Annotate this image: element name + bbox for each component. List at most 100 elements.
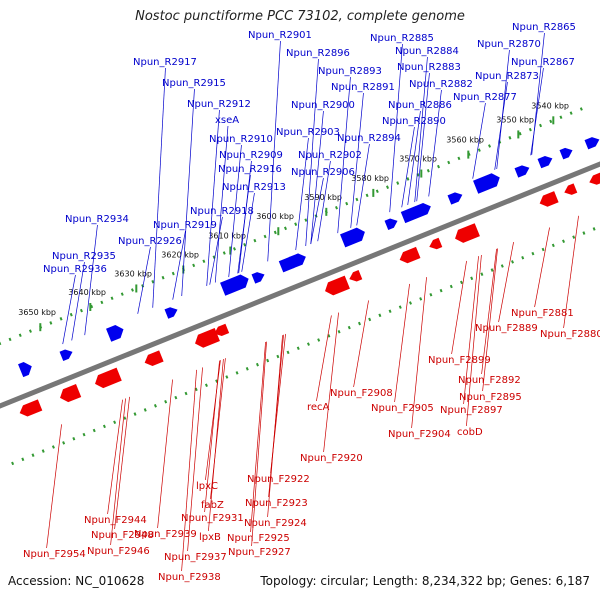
reverse-label-leader <box>208 358 224 532</box>
reverse-gene-label: Npun_F2897 <box>440 405 503 416</box>
forward-gene <box>514 165 530 178</box>
reverse-gene-label: Npun_F2908 <box>330 388 393 399</box>
reverse-gene-label: Npun_F2924 <box>244 518 307 529</box>
reverse-label-leader <box>250 341 266 533</box>
forward-gene-label: Npun_R2901 <box>248 30 312 41</box>
forward-gene <box>584 137 600 150</box>
forward-label-leader <box>152 67 166 308</box>
forward-label-leader <box>414 56 428 203</box>
reverse-label-leader <box>323 312 339 453</box>
ruler-tick-label: 3540 kbp <box>531 101 569 110</box>
reverse-gene-label: Npun_F2895 <box>459 392 522 403</box>
forward-gene-label: Npun_R2919 <box>153 220 217 231</box>
reverse-gene-label: Npun_F2889 <box>475 323 538 334</box>
ruler-tick-label: 3580 kbp <box>351 174 389 183</box>
forward-gene-label: Npun_R2910 <box>209 134 273 145</box>
forward-gene <box>447 192 463 205</box>
reverse-label-leader <box>411 277 427 429</box>
upper-ruler <box>0 104 589 346</box>
reverse-gene-label: Npun_F2920 <box>300 453 363 464</box>
forward-gene <box>106 324 124 342</box>
forward-gene <box>340 227 365 248</box>
forward-label-leader <box>84 224 98 336</box>
reverse-label-leader <box>353 300 369 388</box>
forward-gene-label: Npun_R2867 <box>511 57 575 68</box>
forward-gene <box>164 307 178 319</box>
reverse-gene-label: Npun_F2881 <box>511 308 574 319</box>
forward-gene-label: Npun_R2912 <box>187 99 251 110</box>
forward-label-leader <box>241 192 255 272</box>
reverse-gene-label: Npun_F2946 <box>87 546 150 557</box>
forward-gene-label: Npun_R2903 <box>276 127 340 138</box>
forward-gene <box>18 361 32 378</box>
forward-gene <box>288 253 306 269</box>
reverse-gene <box>144 350 164 367</box>
forward-gene <box>537 156 553 169</box>
forward-label-leader <box>295 137 309 251</box>
forward-gene-label: Npun_R2885 <box>370 33 434 44</box>
forward-label-leader <box>181 88 195 297</box>
forward-label-leader <box>389 43 403 213</box>
reverse-gene-label: Npun_F2939 <box>134 529 197 540</box>
reverse-label-leader <box>187 367 203 552</box>
forward-label-leader <box>310 110 324 245</box>
forward-gene-label: Npun_R2926 <box>118 236 182 247</box>
forward-label-leader <box>494 81 508 170</box>
forward-gene-label: Npun_R2884 <box>395 46 459 57</box>
ruler-tick-label: 3600 kbp <box>256 212 294 221</box>
forward-gene-label: Npun_R2934 <box>65 214 129 225</box>
forward-label-leader <box>214 125 229 283</box>
forward-gene-label: Npun_R2870 <box>477 39 541 50</box>
reverse-gene-label: recA <box>307 402 330 413</box>
reverse-gene <box>214 323 230 336</box>
forward-gene-label: Npun_R2918 <box>190 206 254 217</box>
forward-label-leader <box>305 58 319 247</box>
accession-text: Accession: NC_010628 <box>8 574 145 588</box>
reverse-gene-label: Npun_F2948 <box>91 530 154 541</box>
reverse-label-leader <box>204 360 220 513</box>
reverse-gene <box>539 191 559 207</box>
forward-gene-label: Npun_R2915 <box>162 78 226 89</box>
reverse-gene <box>455 223 480 243</box>
forward-gene-label: Npun_R2935 <box>52 251 116 262</box>
forward-label-leader <box>237 174 251 274</box>
genome-title: Nostoc punctiforme PCC 73102, complete g… <box>135 9 465 24</box>
reverse-label-leader <box>110 398 126 546</box>
reverse-gene <box>349 270 363 282</box>
forward-gene-label: Npun_R2909 <box>219 150 283 161</box>
forward-label-leader <box>310 177 324 245</box>
forward-label-leader <box>206 109 220 286</box>
reverse-label-leader <box>251 341 267 547</box>
forward-gene-label: Npun_R2865 <box>512 22 576 33</box>
forward-label-leader <box>137 246 151 314</box>
reverse-label-leader <box>466 254 482 427</box>
forward-label-leader <box>356 143 370 226</box>
forward-gene <box>559 147 573 160</box>
reverse-label-leader <box>46 424 62 549</box>
reverse-gene <box>429 237 443 250</box>
forward-gene <box>473 173 500 194</box>
forward-gene-label: Npun_R2913 <box>222 182 286 193</box>
forward-gene-label: Npun_R2886 <box>388 100 452 111</box>
ruler-tick-label: 3640 kbp <box>68 288 106 297</box>
forward-gene-label: Npun_R2891 <box>331 82 395 93</box>
forward-label-leader <box>401 126 415 208</box>
forward-gene-label: Npun_R2900 <box>291 100 355 111</box>
forward-label-leader <box>62 274 76 345</box>
forward-gene <box>384 218 398 230</box>
reverse-gene-label: Npun_F2927 <box>228 547 291 558</box>
reverse-label-leader <box>481 248 497 375</box>
reverse-gene-label: lpxB <box>199 532 221 543</box>
reverse-gene-label: Npun_F2923 <box>245 498 308 509</box>
reverse-gene <box>95 367 122 389</box>
reverse-label-leader <box>267 335 283 518</box>
forward-label-leader <box>428 89 442 197</box>
reverse-gene-label: Npun_F2938 <box>158 572 221 583</box>
reverse-gene-label: fabZ <box>201 500 224 511</box>
reverse-label-leader <box>157 379 173 529</box>
genome-backbone <box>0 161 600 409</box>
reverse-gene-label: cobD <box>457 427 483 438</box>
forward-gene-label: Npun_R2877 <box>453 92 517 103</box>
reverse-gene-label: Npun_F2880 <box>540 329 600 340</box>
